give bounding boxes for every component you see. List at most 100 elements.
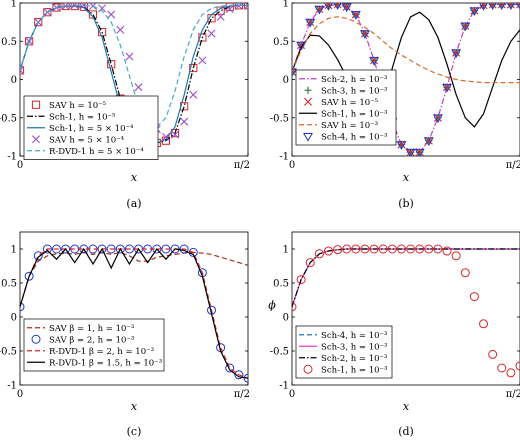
plot-area <box>292 244 520 378</box>
data-point <box>20 66 24 75</box>
legend-label: Sch-2, h = 10⁻³ <box>321 75 387 85</box>
data-point <box>42 244 52 254</box>
data-point <box>189 63 198 73</box>
data-point <box>292 302 297 312</box>
y-tick-label: -0.5 <box>0 347 17 358</box>
data-point <box>314 249 324 259</box>
legend-marker <box>303 132 313 142</box>
panel-caption: (c) <box>127 425 142 438</box>
data-point <box>20 66 25 75</box>
data-point <box>292 68 297 78</box>
legend-entry: SAV h = 10⁻³ <box>299 121 378 131</box>
panel-caption: (a) <box>126 197 141 210</box>
data-point <box>305 18 316 28</box>
data-point <box>405 148 416 156</box>
data-point <box>296 275 306 285</box>
data-point <box>396 244 406 254</box>
panel-caption: (d) <box>398 425 414 438</box>
data-point <box>324 3 333 11</box>
data-point <box>415 244 425 254</box>
data-point <box>79 3 88 10</box>
data-point <box>506 368 516 378</box>
legend-entry: Sch-1, h = 10⁻⁵ <box>27 112 116 122</box>
legend-label: R-DVD-1 β = 2, h = 10⁻³ <box>49 347 154 357</box>
legend-entry: SAV h = 10⁻⁵ <box>31 100 107 111</box>
data-point <box>98 4 107 13</box>
y-tick-label: -0.5 <box>270 113 289 124</box>
series-2 <box>292 248 520 307</box>
plot-area <box>20 244 248 383</box>
data-point <box>324 3 333 10</box>
axes-box <box>291 231 520 386</box>
series-line <box>292 16 520 84</box>
data-point <box>387 244 397 254</box>
series-6 <box>292 3 520 156</box>
data-point <box>414 148 425 156</box>
x-tick-label: 0 <box>289 389 295 400</box>
series-line <box>292 11 520 128</box>
data-point <box>451 49 462 59</box>
series-3 <box>292 248 520 307</box>
legend-entry: Sch-2, h = 10⁻³ <box>299 354 387 364</box>
data-point <box>124 244 134 254</box>
series-5 <box>292 16 520 84</box>
legend-marker <box>303 364 313 374</box>
data-point <box>216 12 225 21</box>
data-point <box>323 246 333 256</box>
x-tick-label: 0 <box>17 160 23 171</box>
x-tick-label: π/2 <box>506 160 520 171</box>
data-point <box>342 244 352 254</box>
legend-entry: SAV h = 10⁻⁵ <box>304 98 379 108</box>
x-axis-label: x <box>131 400 138 413</box>
legend-label: SAV h = 10⁻⁵ <box>49 101 107 111</box>
data-point <box>369 244 379 254</box>
y-tick-label: 0.5 <box>1 37 17 48</box>
data-point <box>244 3 248 10</box>
data-point <box>171 130 180 139</box>
y-tick-label: -1 <box>279 381 289 392</box>
data-point <box>488 3 497 10</box>
data-point <box>516 3 520 10</box>
series-line <box>20 4 248 128</box>
legend-entry: R-DVD-1 β = 1.5, h = 10⁻³ <box>27 358 162 368</box>
data-point <box>333 3 342 10</box>
data-point <box>20 302 25 312</box>
data-point <box>360 244 370 254</box>
legend-entry: Sch-4, h = 10⁻³ <box>299 331 387 341</box>
data-point <box>70 3 79 10</box>
data-point <box>433 244 443 254</box>
legend-marker <box>32 135 40 144</box>
data-point <box>497 363 507 373</box>
data-point <box>234 3 243 11</box>
panel-c: -1 -0.5 0 0.5 1 0 π/2 x (c) SAV β = 1, h = 10⁻³SA… <box>0 231 250 438</box>
series-line <box>20 4 248 144</box>
y-axis-label: ϕ <box>268 299 276 312</box>
data-point <box>207 29 216 38</box>
data-point <box>43 8 52 17</box>
legend-entry: Sch-3, h = 10⁻³ <box>299 342 387 352</box>
legend-label: Sch-3, h = 10⁻³ <box>321 342 387 352</box>
y-tick-label: 0 <box>283 75 289 86</box>
data-point <box>134 83 143 92</box>
data-point <box>360 30 370 40</box>
legend-entry: Sch-4, h = 10⁻³ <box>303 132 387 142</box>
legend-label: Sch-1, h = 10⁻⁵ <box>49 112 116 122</box>
data-point <box>488 3 497 9</box>
series-1 <box>292 248 520 307</box>
data-point <box>442 83 452 93</box>
data-point <box>25 37 34 46</box>
y-tick-label: 0 <box>11 313 17 324</box>
legend-label: R-DVD-1 h = 5 × 10⁻⁴ <box>49 147 144 157</box>
axes-box <box>19 231 249 386</box>
data-point <box>460 268 470 278</box>
data-point <box>479 319 489 329</box>
legend-label: R-DVD-1 β = 1.5, h = 10⁻³ <box>49 358 162 368</box>
data-point <box>296 41 307 51</box>
data-point <box>497 3 506 9</box>
data-point <box>432 114 443 124</box>
